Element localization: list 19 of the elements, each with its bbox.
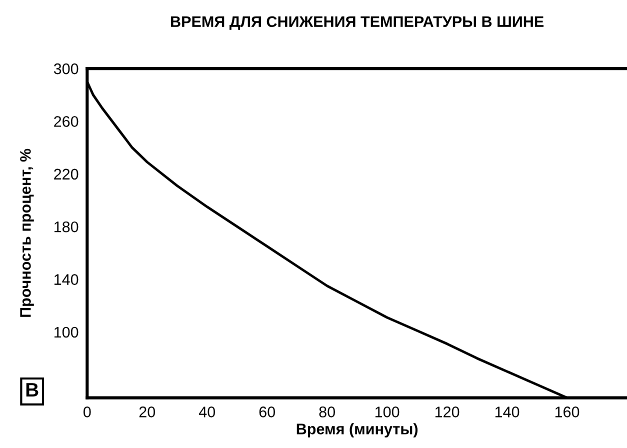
y-tick-label: 100 bbox=[54, 326, 78, 338]
y-tick-label: 140 bbox=[54, 274, 78, 285]
y-tick-label: 260 bbox=[54, 116, 78, 127]
y-tick-label: 220 bbox=[54, 168, 78, 180]
x-tick-label: 0 bbox=[84, 406, 91, 418]
chart-title: ВРЕМЯ ДЛЯ СНИЖЕНИЯ ТЕМПЕРАТУРЫ В ШИНЕ bbox=[171, 16, 544, 30]
x-tick-label: 140 bbox=[495, 406, 520, 418]
y-axis-title: Прочность процент, % bbox=[20, 148, 34, 317]
y-tick-label: 180 bbox=[54, 221, 78, 232]
y-tick-label: 300 bbox=[54, 63, 78, 74]
x-tick-label: 100 bbox=[375, 406, 400, 418]
x-tick-label: 60 bbox=[259, 406, 275, 418]
x-tick-label: 20 bbox=[139, 406, 156, 418]
x-tick-label: 160 bbox=[555, 406, 580, 418]
x-tick-label: 120 bbox=[435, 406, 460, 418]
text: В bbox=[26, 383, 38, 396]
x-tick-label: 80 bbox=[319, 406, 335, 418]
x-axis-title: Время (минуты) bbox=[296, 423, 418, 438]
x-tick-label: 40 bbox=[198, 406, 216, 418]
